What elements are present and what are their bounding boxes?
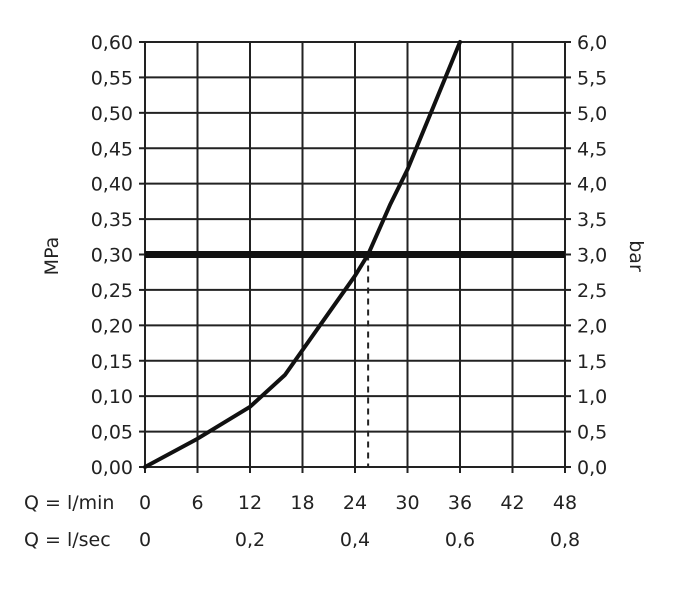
x-tick-label-secondary: 0 [139,529,151,551]
x-tick-label-secondary: 0,2 [235,529,265,551]
x-tick-label-primary: 42 [500,492,524,514]
y-tick-label-right: 5,0 [577,103,607,125]
y-tick-label-left: 0,00 [91,457,133,479]
y-tick-label-left: 0,30 [91,245,133,267]
y-tick-label-left: 0,20 [91,315,133,337]
y-tick-label-right: 3,0 [577,245,607,267]
x-axis-primary-title: Q = l/min [24,492,114,514]
y-tick-label-right: 0,5 [577,422,607,444]
y-tick-label-left: 0,10 [91,386,133,408]
y-tick-label-left: 0,55 [91,67,133,89]
x-tick-label-primary: 36 [448,492,472,514]
x-tick-label-secondary: 0,4 [340,529,370,551]
x-tick-label-secondary: 0,8 [550,529,580,551]
y-axis-right-ticks: 0,0 0,5 1,0 1,5 2,0 2,5 3,0 3,5 4,0 4,5 5,0 5,5 6,0 [577,32,607,479]
y-tick-label-left: 0,05 [91,422,133,444]
x-tick-label-primary: 12 [238,492,262,514]
y-axis-left-ticks: 0,00 0,05 0,10 0,15 0,20 0,25 0,30 0,35 0,40 0,45… [91,32,133,479]
y-tick-label-left: 0,35 [91,209,133,231]
y-tick-label-left: 0,40 [91,174,133,196]
x-tick-label-primary: 0 [139,492,151,514]
y-tick-label-right: 3,5 [577,209,607,231]
y-tick-label-right: 1,5 [577,351,607,373]
x-tick-label-primary: 24 [343,492,367,514]
y-tick-label-left: 0,25 [91,280,133,302]
y-axis-right-title: bar [625,240,647,272]
y-tick-label-left: 0,45 [91,138,133,160]
y-tick-label-right: 1,0 [577,386,607,408]
x-axis-secondary-title: Q = l/sec [24,529,111,551]
y-tick-label-right: 2,5 [577,280,607,302]
x-axis-primary-ticks: 0 6 12 18 24 30 36 42 48 [139,492,577,514]
y-tick-label-right: 5,5 [577,67,607,89]
y-tick-label-right: 0,0 [577,457,607,479]
y-tick-label-left: 0,15 [91,351,133,373]
x-tick-label-primary: 6 [191,492,203,514]
y-tick-label-right: 4,0 [577,174,607,196]
x-axis-secondary-ticks: 0 0,2 0,4 0,6 0,8 [139,529,580,551]
x-tick-label-primary: 30 [395,492,419,514]
x-tick-label-secondary: 0,6 [445,529,475,551]
y-axis-left-title: MPa [41,237,63,276]
y-tick-label-right: 6,0 [577,32,607,54]
curve-group [143,40,462,469]
y-tick-label-right: 2,0 [577,315,607,337]
x-tick-label-primary: 18 [290,492,314,514]
x-tick-label-primary: 48 [553,492,577,514]
y-tick-label-right: 4,5 [577,138,607,160]
series-line [143,40,462,469]
y-tick-label-left: 0,50 [91,103,133,125]
y-tick-label-left: 0,60 [91,32,133,54]
